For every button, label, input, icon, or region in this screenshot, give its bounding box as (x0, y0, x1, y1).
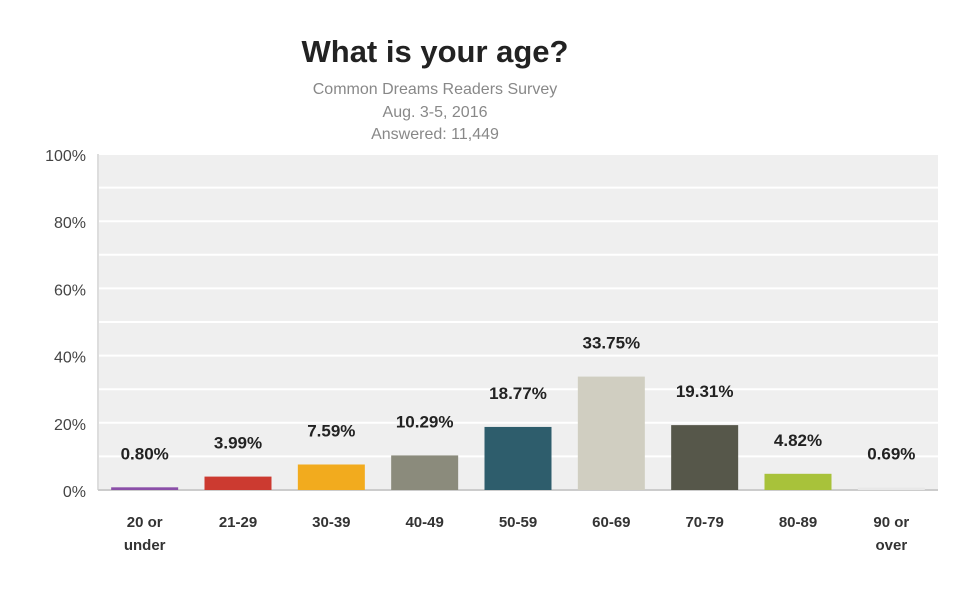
y-tick-label: 20% (54, 417, 86, 434)
x-tick-label: 50-59 (499, 514, 537, 531)
bar-50-59 (484, 426, 552, 490)
bar-60-69 (577, 376, 645, 490)
x-tick-label: 21-29 (219, 514, 257, 531)
y-tick-label: 40% (54, 350, 86, 367)
bar-20-or-under (111, 487, 179, 490)
x-tick-label: 40-49 (405, 514, 443, 531)
y-tick-label: 0% (63, 484, 86, 501)
x-tick-label: 70-79 (685, 514, 723, 531)
bar-40-49 (391, 455, 459, 490)
data-label: 33.75% (582, 334, 640, 353)
data-label: 0.69% (867, 445, 915, 464)
data-label: 4.82% (774, 431, 822, 450)
data-label: 18.77% (489, 384, 547, 403)
data-label: 0.80% (121, 444, 169, 463)
bar-70-79 (671, 425, 739, 490)
x-tick-label: 20 or (127, 514, 163, 531)
data-label: 10.29% (396, 412, 454, 431)
chart-subtitle-date: Aug. 3-5, 2016 (382, 104, 488, 121)
bar-30-39 (297, 464, 365, 490)
y-tick-label: 80% (54, 215, 86, 232)
bar-21-29 (204, 476, 272, 490)
x-tick-label: over (875, 537, 907, 554)
x-tick-label: under (124, 537, 166, 554)
x-tick-label: 90 or (873, 514, 909, 531)
chart-title: What is your age? (301, 34, 569, 69)
data-label: 19.31% (676, 382, 734, 401)
chart-subtitle-answered: Answered: 11,449 (371, 126, 499, 143)
x-tick-label: 60-69 (592, 514, 630, 531)
chart-subtitle-survey: Common Dreams Readers Survey (312, 81, 558, 98)
data-label: 7.59% (307, 421, 355, 440)
bar-90-or-over (857, 487, 925, 490)
data-label: 3.99% (214, 434, 262, 453)
x-tick-label: 30-39 (312, 514, 350, 531)
x-tick-label: 80-89 (779, 514, 817, 531)
y-tick-label: 60% (54, 282, 86, 299)
bar-80-89 (764, 473, 832, 490)
y-tick-label: 100% (45, 148, 86, 165)
